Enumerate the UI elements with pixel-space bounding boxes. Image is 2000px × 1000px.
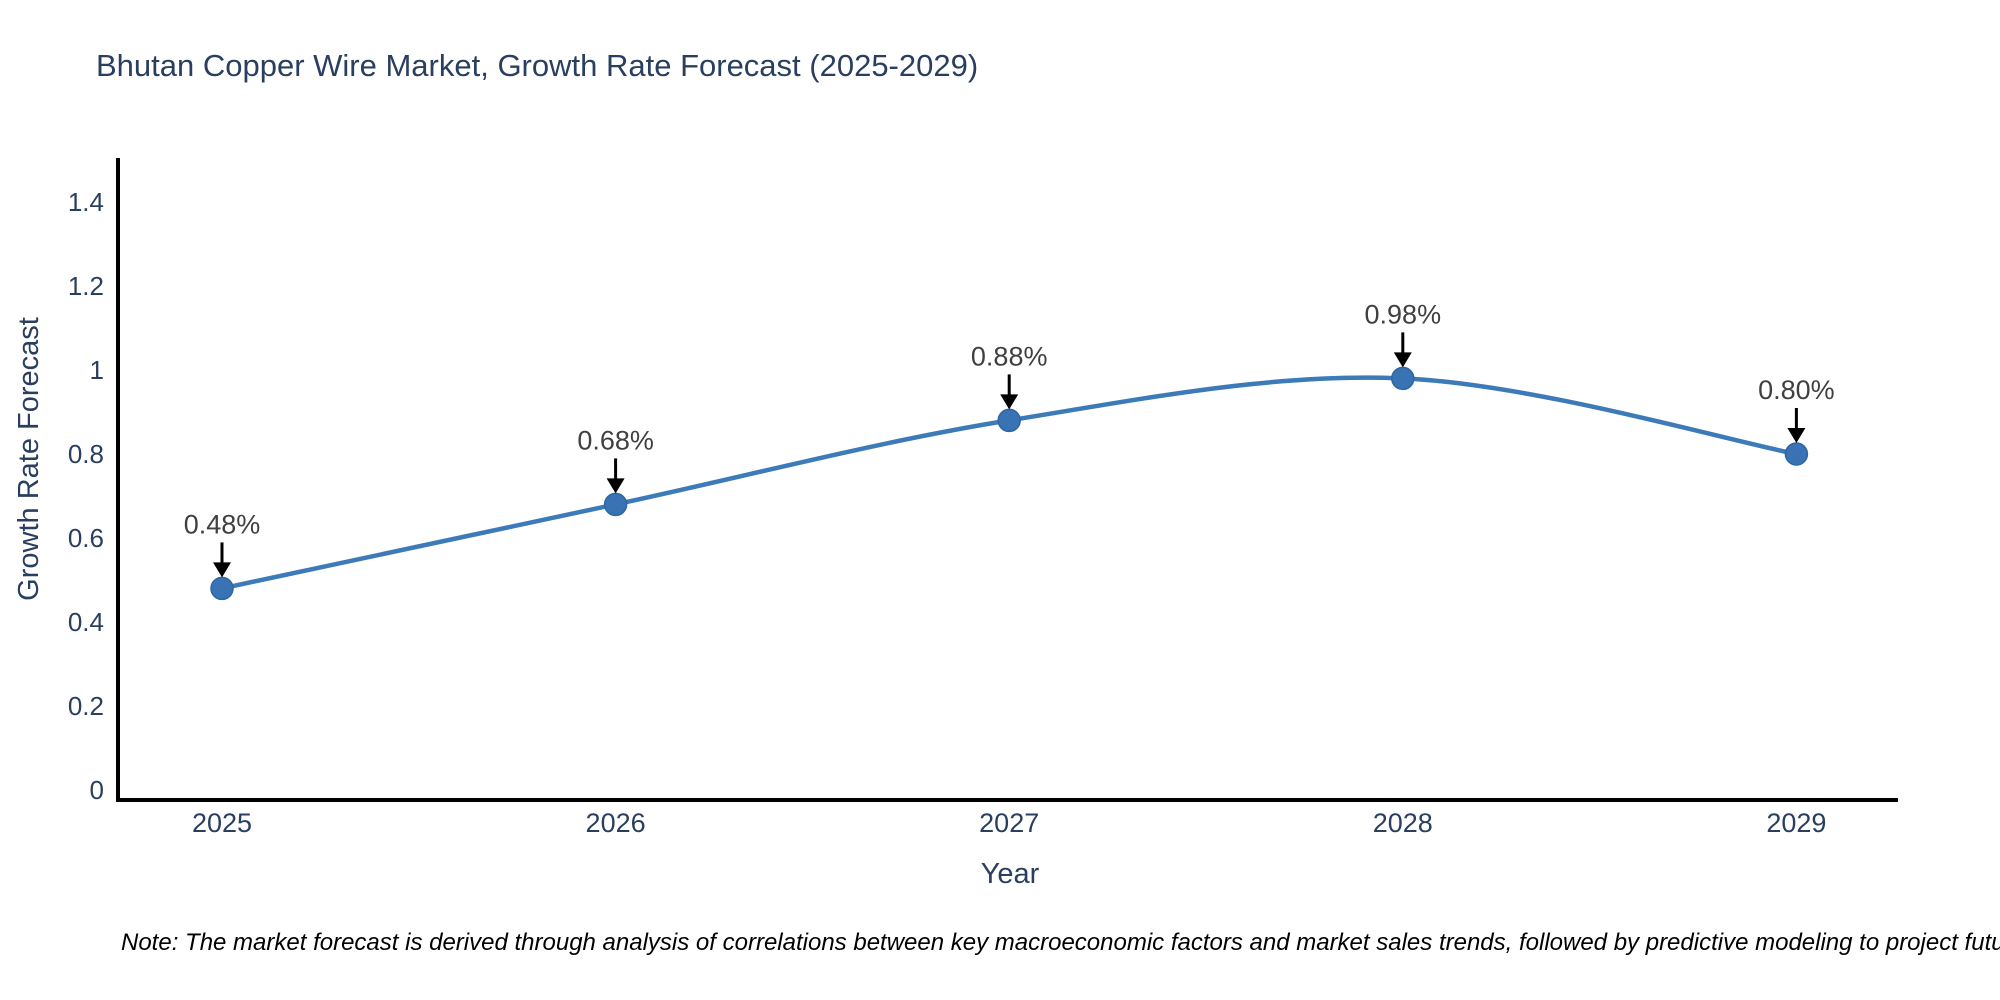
y-tick-label: 1	[90, 355, 104, 385]
y-tick-label: 0.8	[68, 439, 104, 469]
annotation-arrow-head	[213, 562, 231, 578]
chart-title: Bhutan Copper Wire Market, Growth Rate F…	[96, 48, 979, 83]
y-tick-label: 0	[90, 775, 104, 805]
point-value-label: 0.68%	[577, 425, 654, 455]
annotation-arrow-head	[606, 478, 625, 494]
point-value-label: 0.98%	[1365, 299, 1442, 329]
x-tick-label: 2029	[1766, 808, 1826, 838]
x-tick-label: 2025	[192, 808, 252, 838]
point-value-label: 0.80%	[1758, 375, 1835, 405]
y-tick-label: 0.2	[68, 691, 104, 721]
y-axis-title: Growth Rate Forecast	[13, 317, 45, 601]
y-tick-label: 0.6	[68, 523, 104, 553]
annotation-arrow-head	[1787, 428, 1806, 443]
annotation-arrow-head	[1393, 352, 1412, 368]
data-point-2029[interactable]	[1784, 442, 1809, 466]
data-point-2026[interactable]	[603, 492, 628, 517]
y-tick-label: 1.4	[68, 187, 104, 217]
footnote: Note: The market forecast is derived thr…	[121, 929, 2000, 956]
x-axis-title: Year	[980, 858, 1040, 890]
y-tick-label: 0.4	[68, 607, 104, 637]
x-tick-label: 2028	[1373, 808, 1433, 838]
data-point-2027[interactable]	[997, 408, 1021, 433]
annotation-arrow-head	[1000, 394, 1019, 410]
data-point-2028[interactable]	[1391, 366, 1415, 391]
y-tick-label: 1.2	[68, 271, 104, 301]
x-tick-label: 2026	[586, 808, 646, 838]
data-point-2025[interactable]	[210, 576, 234, 601]
x-tick-label: 2027	[979, 808, 1039, 838]
point-value-label: 0.48%	[184, 509, 261, 539]
point-value-label: 0.88%	[971, 341, 1048, 371]
